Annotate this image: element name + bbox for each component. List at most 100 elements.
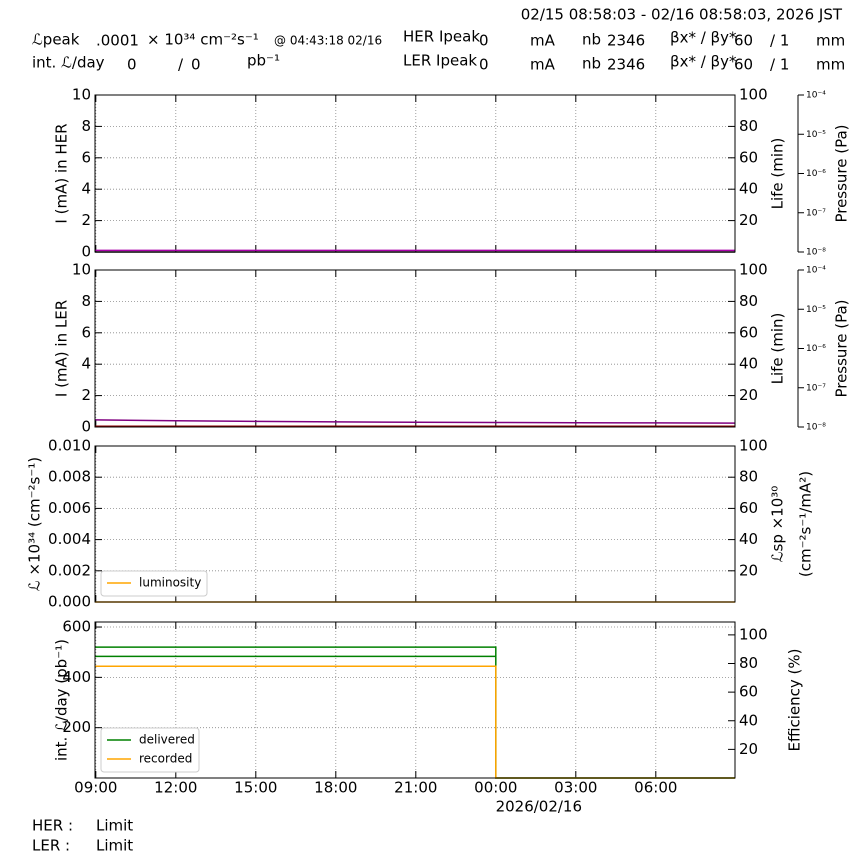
- her-row: HER Ipeak 0 mA nb 2346 βx* / βy* 60 / 1 …: [403, 28, 845, 50]
- nb-value: 2346: [607, 32, 645, 50]
- y-tick-label: 2: [81, 211, 91, 229]
- panel: 0 2 4 6 8 10 I (mA) in LER 20 40 60 80 100 Life (min…: [53, 261, 851, 436]
- y3-tick-label: 10⁻⁴: [806, 266, 826, 276]
- ipeak-label: HER Ipeak: [403, 28, 480, 46]
- y-tick-label: 0.004: [48, 530, 91, 548]
- y3-tick-label: 10⁻⁷: [806, 208, 826, 218]
- y-axis-label: ℒ ×10³⁴ (cm⁻²s⁻¹): [26, 457, 44, 591]
- y-tick-label: 600: [62, 618, 91, 636]
- beta-y: / 1: [770, 56, 789, 74]
- y3-tick-label: 10⁻⁸: [806, 248, 826, 258]
- header: 02/15 08:58:03 - 02/16 08:58:03, 2026 JS…: [32, 6, 845, 74]
- beta-y: / 1: [770, 32, 789, 50]
- y2-axis-label: Efficiency (%): [786, 649, 804, 752]
- y2-tick-label: 80: [739, 468, 758, 486]
- y-tick-label: 6: [81, 323, 91, 341]
- y2-axis-label: (cm⁻²s⁻¹/mA²): [797, 471, 815, 577]
- her-status: Limit: [96, 817, 133, 835]
- y2-tick-label: 60: [739, 683, 758, 701]
- y2-tick-label: 100: [739, 261, 768, 279]
- y-tick-label: 0.002: [48, 561, 91, 579]
- beta-label: βx* / βy*: [670, 29, 737, 47]
- y-tick-label: 0.008: [48, 468, 91, 486]
- footer: HER : Limit LER : Limit: [32, 817, 133, 855]
- int-lum-recorded: 0: [191, 56, 201, 74]
- beta-unit: mm: [816, 32, 845, 50]
- y-tick-label: 2: [81, 386, 91, 404]
- plot-frame: [94, 269, 736, 428]
- y-axis-label: I (mA) in HER: [53, 123, 71, 223]
- panel: 09:00 12:00 15:00 18:00 21:00 00:00 03:00 06:00…: [53, 618, 804, 816]
- y2-tick-label: 40: [739, 530, 758, 548]
- y2-tick-label: 100: [739, 437, 768, 455]
- y2-axis-label: ℒsp ×10³⁰: [769, 486, 787, 563]
- peak-lum-value: .0001: [96, 32, 139, 50]
- y2-tick-label: 80: [739, 117, 758, 135]
- ler-row: LER Ipeak 0 mA nb 2346 βx* / βy* 60 / 1 …: [403, 52, 845, 74]
- y-tick-label: 200: [62, 718, 91, 736]
- date-range: 02/15 08:58:03 - 02/16 08:58:03, 2026 JS…: [521, 6, 843, 24]
- y-tick-label: 0.006: [48, 499, 91, 517]
- y-tick-label: 400: [62, 668, 91, 686]
- y2-tick-label: 20: [739, 740, 758, 758]
- peak-time: @ 04:43:18 02/16: [274, 34, 382, 48]
- panel: 0 2 4 6 8 10 I (mA) in HER 20 40 60 80 100 Life (min…: [53, 86, 851, 261]
- x-tick-label: 12:00: [154, 779, 197, 797]
- y-axis-label: I (mA) in LER: [53, 300, 71, 397]
- y2-tick-label: 40: [739, 711, 758, 729]
- y-tick-label: 0: [81, 418, 91, 436]
- x-tick-label: 18:00: [314, 779, 357, 797]
- y-tick-label: 6: [81, 148, 91, 166]
- y-tick-label: 0: [81, 243, 91, 261]
- ipeak-unit: mA: [530, 32, 556, 50]
- beta-unit: mm: [816, 56, 845, 74]
- y2-tick-label: 20: [739, 211, 758, 229]
- y2-tick-label: 40: [739, 355, 758, 373]
- legend-box: [100, 727, 200, 773]
- y3-tick-label: 10⁻⁶: [806, 344, 826, 354]
- beta-x: 60: [734, 56, 753, 74]
- y-tick-label: 8: [81, 292, 91, 310]
- plot-frame: [94, 445, 736, 603]
- y-tick-label: 8: [81, 117, 91, 135]
- ipeak-value: 0: [479, 56, 489, 74]
- int-lum-sep: /: [178, 56, 184, 74]
- x-tick-label: 15:00: [234, 779, 277, 797]
- x-axis-label: 2026/02/16: [496, 798, 582, 816]
- ipeak-value: 0: [479, 32, 489, 50]
- legend-label: delivered: [139, 733, 195, 747]
- y2-tick-label: 60: [739, 499, 758, 517]
- x-tick-label: 03:00: [554, 779, 597, 797]
- y3-tick-label: 10⁻⁵: [806, 130, 826, 140]
- x-tick-label: 09:00: [74, 779, 117, 797]
- y3-axis-label: Pressure (Pa): [833, 124, 851, 222]
- x-tick-label: 21:00: [394, 779, 437, 797]
- y2-axis-label: Life (min): [769, 313, 787, 385]
- her-label: HER :: [32, 817, 73, 835]
- y2-tick-label: 80: [739, 292, 758, 310]
- beta-x: 60: [734, 32, 753, 50]
- y2-tick-label: 80: [739, 654, 758, 672]
- plot-frame: [94, 621, 736, 779]
- int-lum-unit: pb⁻¹: [247, 52, 280, 70]
- y3-tick-label: 10⁻⁵: [806, 305, 826, 315]
- ler-status: Limit: [96, 837, 133, 855]
- y2-tick-label: 20: [739, 386, 758, 404]
- ler-label: LER :: [32, 837, 70, 855]
- nb-label: nb: [582, 31, 601, 49]
- y2-tick-label: 100: [739, 625, 768, 643]
- y3-tick-label: 10⁻⁶: [806, 169, 826, 179]
- y-tick-label: 10: [72, 86, 91, 104]
- legend-label: luminosity: [139, 576, 201, 590]
- series-line: [94, 419, 736, 424]
- y2-tick-label: 60: [739, 323, 758, 341]
- y2-axis-label: Life (min): [769, 138, 787, 210]
- y2-tick-label: 60: [739, 148, 758, 166]
- legend-label: recorded: [139, 752, 192, 766]
- x-tick-label: 00:00: [474, 779, 517, 797]
- nb-value: 2346: [607, 56, 645, 74]
- y-tick-label: 4: [81, 180, 91, 198]
- y2-tick-label: 40: [739, 180, 758, 198]
